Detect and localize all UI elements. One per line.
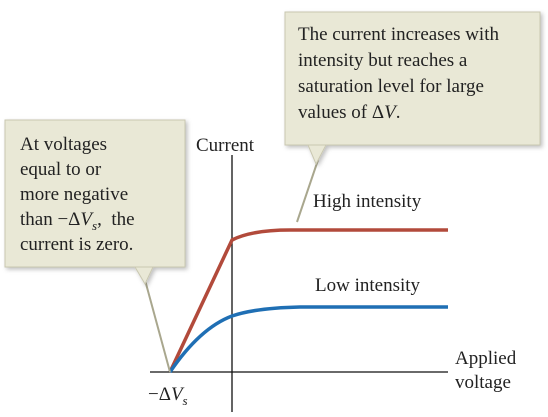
callout-text: values of ΔV. [298,102,400,123]
callout-box [284,11,541,146]
callout-tail [307,144,327,166]
y-axis-label: Current [196,135,255,156]
callout-text: than −ΔVs, the [20,209,135,233]
callout-text: more negative [20,184,128,205]
callout-text: equal to or [20,159,102,180]
curve-label: Low intensity [315,275,421,296]
low-intensity-curve [168,305,448,373]
callout-box [4,119,186,268]
high-intensity-curve [168,228,448,373]
callout-text: intensity but reaches a [298,50,468,71]
callout-text: At voltages [20,134,107,155]
callout-text: current is zero. [20,234,133,255]
callout-pointer [296,159,319,223]
callout-text: saturation level for large [298,76,484,97]
callout-pointer [144,279,171,373]
callout-tail [134,266,154,286]
curve-label: High intensity [313,191,422,212]
callout-text: The current increases with [298,24,499,45]
x-axis-label: voltage [455,372,511,393]
stopping-voltage-label: −ΔVs [148,384,188,408]
x-axis-label: Applied [455,348,517,369]
